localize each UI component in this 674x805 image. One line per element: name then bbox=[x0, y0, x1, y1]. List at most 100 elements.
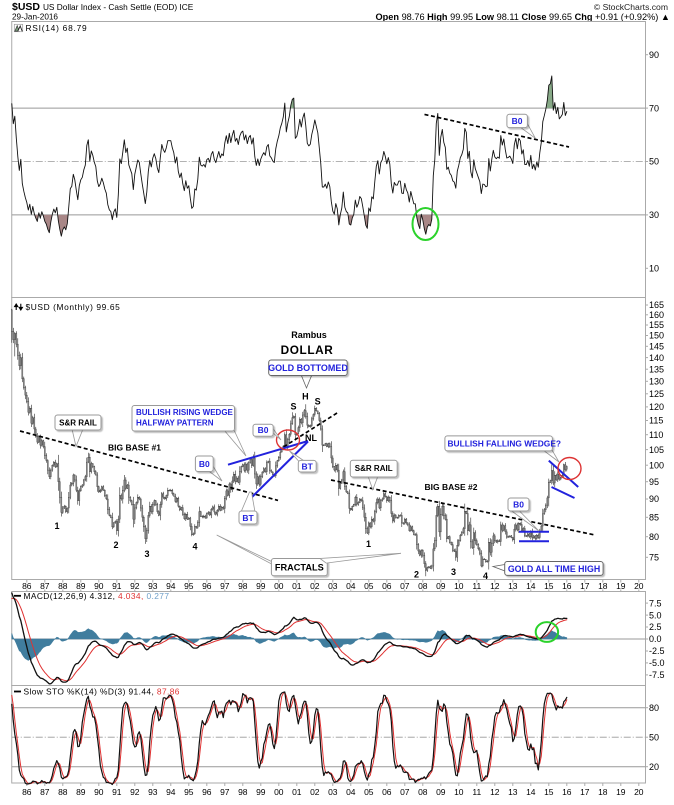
svg-text:B0: B0 bbox=[513, 500, 524, 510]
svg-text:20: 20 bbox=[649, 762, 659, 772]
svg-text:90: 90 bbox=[649, 50, 659, 60]
svg-text:5.0: 5.0 bbox=[649, 610, 662, 620]
svg-text:90: 90 bbox=[649, 494, 659, 504]
svg-text:NL: NL bbox=[305, 433, 317, 443]
svg-text:S: S bbox=[315, 397, 321, 407]
svg-text:4: 4 bbox=[483, 571, 488, 581]
svg-text:GOLD BOTTOMED: GOLD BOTTOMED bbox=[268, 363, 348, 373]
svg-text:-7.5: -7.5 bbox=[649, 670, 665, 680]
svg-text:02: 02 bbox=[310, 787, 320, 797]
svg-text:50: 50 bbox=[649, 157, 659, 167]
svg-text:2: 2 bbox=[113, 540, 118, 550]
svg-text:06: 06 bbox=[382, 787, 392, 797]
svg-text:95: 95 bbox=[184, 787, 194, 797]
svg-text:155: 155 bbox=[649, 320, 664, 330]
svg-text:98: 98 bbox=[238, 787, 248, 797]
svg-text:96: 96 bbox=[202, 787, 212, 797]
svg-text:140: 140 bbox=[649, 353, 664, 363]
svg-text:17: 17 bbox=[580, 787, 590, 797]
svg-text:90: 90 bbox=[94, 787, 104, 797]
svg-text:19: 19 bbox=[616, 787, 626, 797]
svg-text:50: 50 bbox=[649, 732, 659, 742]
svg-text:04: 04 bbox=[346, 787, 356, 797]
svg-text:10: 10 bbox=[454, 787, 464, 797]
svg-text:145: 145 bbox=[649, 342, 664, 352]
svg-text:BIG BASE #1: BIG BASE #1 bbox=[108, 443, 161, 453]
svg-text:87: 87 bbox=[40, 787, 50, 797]
svg-text:MACD(12,26,9) 4.312, 4.034, 0.: MACD(12,26,9) 4.312, 4.034, 0.277 bbox=[24, 591, 170, 601]
svg-text:BT: BT bbox=[302, 462, 314, 472]
svg-text:B0: B0 bbox=[258, 425, 269, 435]
svg-text:01: 01 bbox=[292, 787, 302, 797]
svg-text:FRACTALS: FRACTALS bbox=[275, 563, 324, 573]
svg-text:97: 97 bbox=[220, 787, 230, 797]
svg-text:BULLISH FALLING WEDGE?: BULLISH FALLING WEDGE? bbox=[448, 439, 562, 449]
svg-text:11: 11 bbox=[472, 787, 481, 797]
svg-text:Slow STO %K(14) %D(3) 91.44, 8: Slow STO %K(14) %D(3) 91.44, 87.86 bbox=[24, 687, 180, 697]
svg-text:13: 13 bbox=[508, 787, 518, 797]
svg-text:B0: B0 bbox=[199, 459, 210, 469]
svg-text:70: 70 bbox=[649, 103, 659, 113]
svg-text:135: 135 bbox=[649, 364, 664, 374]
svg-text:3: 3 bbox=[144, 549, 149, 559]
svg-text:1: 1 bbox=[366, 539, 371, 549]
svg-text:14: 14 bbox=[526, 787, 536, 797]
svg-text:© StockCharts.com: © StockCharts.com bbox=[594, 2, 668, 12]
svg-text:95: 95 bbox=[649, 477, 659, 487]
svg-text:15: 15 bbox=[544, 787, 554, 797]
svg-text:4: 4 bbox=[192, 542, 197, 552]
svg-text:120: 120 bbox=[649, 402, 664, 412]
svg-text:12: 12 bbox=[490, 787, 500, 797]
svg-text:1: 1 bbox=[54, 521, 59, 531]
svg-text:86: 86 bbox=[22, 787, 32, 797]
svg-text:10: 10 bbox=[649, 264, 659, 274]
svg-text:20: 20 bbox=[634, 787, 644, 797]
svg-text:150: 150 bbox=[649, 331, 664, 341]
svg-text:Rambus: Rambus bbox=[291, 330, 327, 340]
svg-text:18: 18 bbox=[598, 787, 608, 797]
svg-text:92: 92 bbox=[130, 787, 140, 797]
svg-text:80: 80 bbox=[649, 703, 659, 713]
svg-text:BULLISH RISING WEDGE: BULLISH RISING WEDGE bbox=[136, 408, 234, 417]
svg-text:S&R RAIL: S&R RAIL bbox=[355, 464, 393, 473]
svg-text:29-Jan-2016: 29-Jan-2016 bbox=[12, 13, 58, 22]
svg-text:S&R RAIL: S&R RAIL bbox=[59, 419, 97, 428]
svg-text:-2.5: -2.5 bbox=[649, 646, 665, 656]
svg-text:115: 115 bbox=[649, 416, 663, 426]
svg-text:30: 30 bbox=[649, 210, 659, 220]
svg-text:93: 93 bbox=[148, 787, 158, 797]
svg-text:DOLLAR: DOLLAR bbox=[281, 343, 334, 357]
svg-text:88: 88 bbox=[58, 787, 68, 797]
svg-text:H: H bbox=[302, 392, 309, 402]
svg-text:BT: BT bbox=[242, 513, 254, 523]
svg-text:RSI(14) 68.79: RSI(14) 68.79 bbox=[26, 23, 88, 33]
svg-text:105: 105 bbox=[649, 445, 664, 455]
svg-text:85: 85 bbox=[649, 513, 659, 523]
svg-text:75: 75 bbox=[649, 553, 659, 563]
svg-text:100: 100 bbox=[649, 460, 664, 470]
svg-text:S: S bbox=[290, 402, 296, 412]
svg-text:7.5: 7.5 bbox=[649, 598, 662, 608]
svg-text:160: 160 bbox=[649, 310, 664, 320]
svg-text:BIG BASE #2: BIG BASE #2 bbox=[425, 482, 478, 492]
svg-text:3: 3 bbox=[451, 567, 456, 577]
svg-text:03: 03 bbox=[328, 787, 338, 797]
svg-text:2.5: 2.5 bbox=[649, 622, 662, 632]
svg-text:94: 94 bbox=[166, 787, 176, 797]
svg-text:GOLD ALL TIME HIGH: GOLD ALL TIME HIGH bbox=[508, 564, 600, 574]
svg-text:-5.0: -5.0 bbox=[649, 658, 665, 668]
svg-text:08: 08 bbox=[418, 787, 428, 797]
svg-text:Open 98.76 High 99.95 Low 98.1: Open 98.76 High 99.95 Low 98.11 Close 99… bbox=[376, 12, 670, 22]
svg-text:2: 2 bbox=[414, 570, 419, 580]
svg-text:07: 07 bbox=[400, 787, 410, 797]
svg-text:$USD (Monthly) 99.65: $USD (Monthly) 99.65 bbox=[26, 302, 121, 312]
svg-text:05: 05 bbox=[364, 787, 374, 797]
svg-text:91: 91 bbox=[112, 787, 122, 797]
svg-text:$USD US Dollar Index - Cash Se: $USD US Dollar Index - Cash Settle (EOD)… bbox=[12, 1, 194, 13]
svg-text:99: 99 bbox=[256, 787, 266, 797]
svg-text:125: 125 bbox=[649, 389, 664, 399]
svg-text:80: 80 bbox=[649, 532, 659, 542]
svg-text:16: 16 bbox=[562, 787, 572, 797]
svg-text:89: 89 bbox=[76, 787, 86, 797]
svg-text:B0: B0 bbox=[512, 116, 523, 126]
